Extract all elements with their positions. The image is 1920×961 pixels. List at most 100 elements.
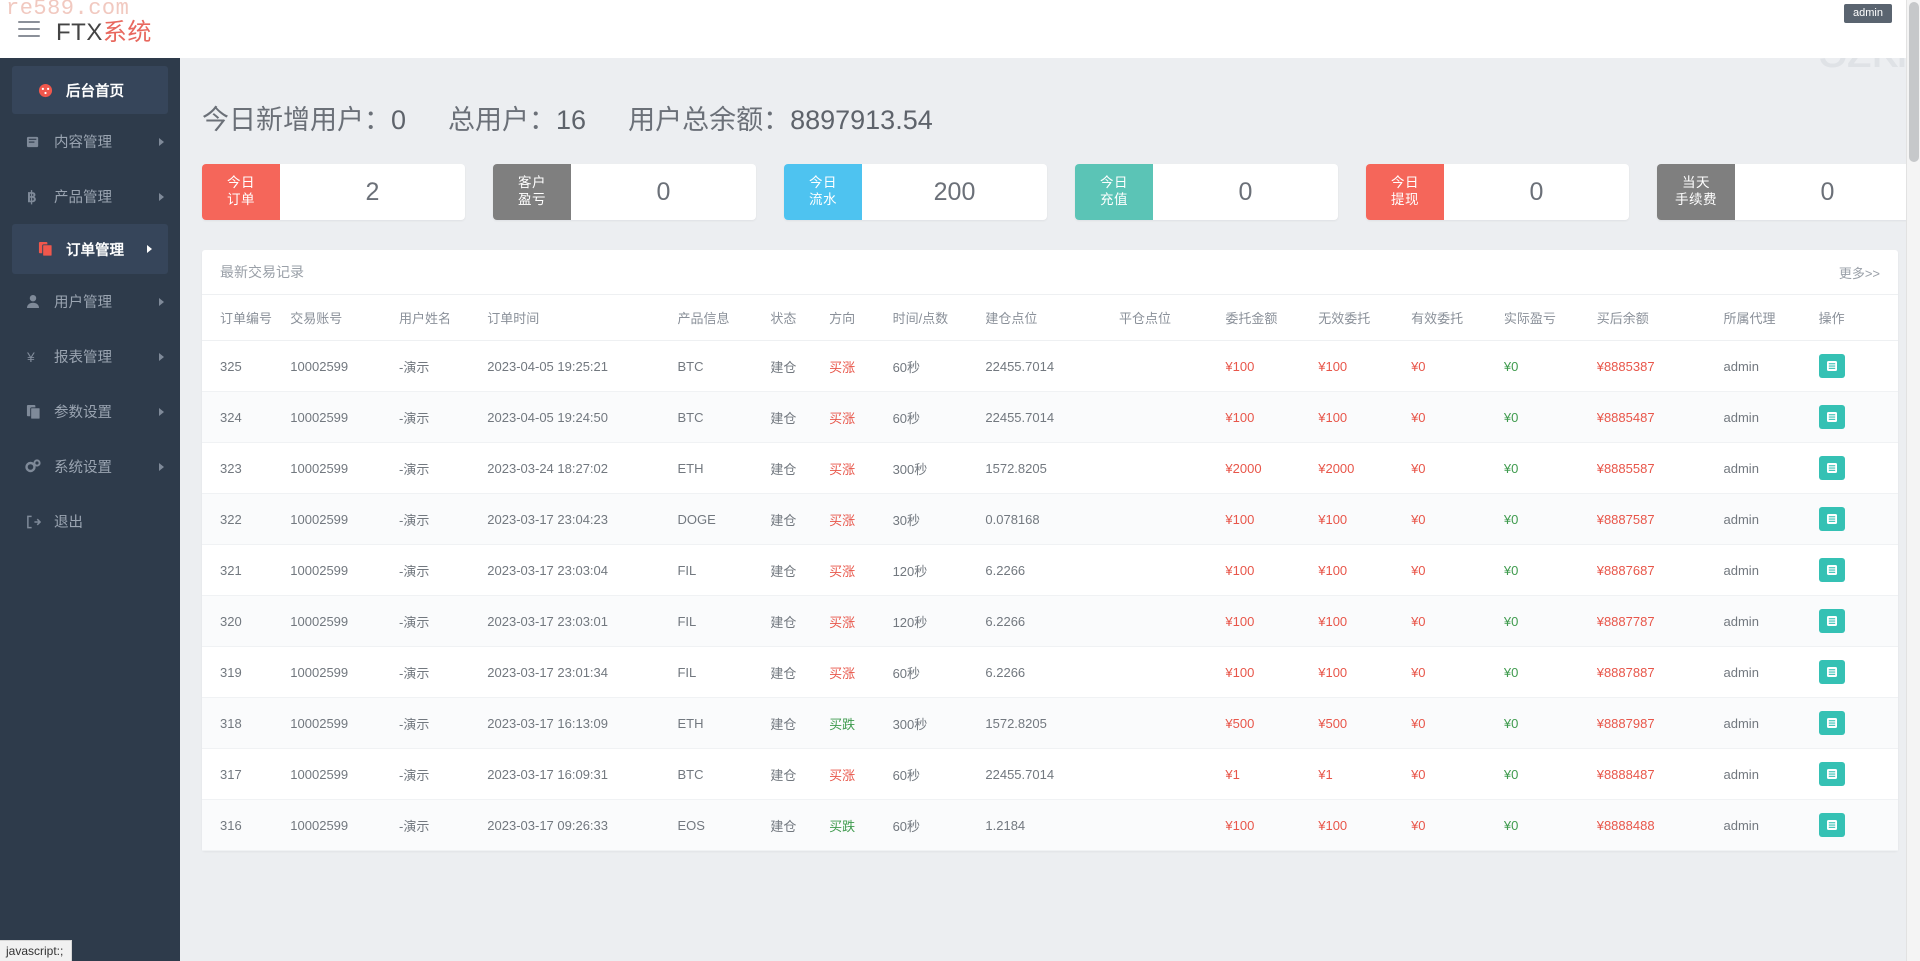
stat-card-label-line1: 今日 bbox=[1391, 175, 1419, 191]
detail-button[interactable] bbox=[1818, 558, 1845, 582]
cell-balance-after: ¥8887987 bbox=[1596, 697, 1724, 749]
cell-entrust-amount: ¥100 bbox=[1225, 340, 1319, 392]
admin-badge[interactable]: admin bbox=[1844, 4, 1892, 24]
cell-actual-profit: ¥0 bbox=[1503, 595, 1597, 647]
sidebar-item-logout[interactable]: 退出 bbox=[0, 494, 180, 549]
logout-icon bbox=[22, 515, 44, 529]
stat-card[interactable]: 今日 充值 0 bbox=[1075, 164, 1338, 220]
detail-button[interactable] bbox=[1818, 609, 1845, 633]
table-column-header: 方向 bbox=[829, 295, 893, 341]
cell-user-name: -演示 bbox=[398, 340, 488, 392]
detail-button[interactable] bbox=[1818, 507, 1845, 531]
table-column-header: 无效委托 bbox=[1318, 295, 1412, 341]
file-copy-icon bbox=[22, 404, 44, 420]
detail-button[interactable] bbox=[1818, 660, 1845, 684]
cell-agent: admin bbox=[1723, 340, 1819, 392]
svg-text:¥: ¥ bbox=[26, 349, 35, 365]
cell-user-name: -演示 bbox=[398, 493, 488, 545]
sidebar-item-label: 后台首页 bbox=[66, 83, 124, 100]
yen-icon: ¥ bbox=[22, 349, 44, 365]
stat-card[interactable]: 当天 手续费 0 bbox=[1657, 164, 1920, 220]
app-brand[interactable]: FTX系统 bbox=[56, 12, 152, 47]
summary-total-balance-value: 8897913.54 bbox=[790, 105, 933, 135]
sidebar-item-order[interactable]: 订单管理 bbox=[12, 224, 168, 274]
cell-product: BTC bbox=[677, 340, 771, 392]
user-icon bbox=[22, 294, 44, 309]
browser-status-bar: javascript:; bbox=[0, 940, 73, 961]
cell-operation bbox=[1818, 799, 1898, 851]
cell-valid-entrust: ¥0 bbox=[1411, 340, 1504, 392]
cell-invalid-entrust: ¥100 bbox=[1318, 646, 1412, 698]
stat-card-label-line1: 今日 bbox=[227, 175, 255, 191]
table-column-header: 用户姓名 bbox=[398, 295, 488, 341]
brand-en: FTX bbox=[56, 18, 103, 46]
top-bar: FTX系统 admin bbox=[0, 0, 1920, 58]
cell-invalid-entrust: ¥2000 bbox=[1318, 442, 1412, 494]
table-row: 321 10002599 -演示 2023-03-17 23:03:04 FIL 建仓 买涨… bbox=[202, 544, 1898, 596]
cell-open-price: 22455.7014 bbox=[985, 340, 1119, 392]
cell-entrust-amount: ¥100 bbox=[1225, 544, 1319, 596]
detail-button[interactable] bbox=[1818, 762, 1845, 786]
cell-agent: admin bbox=[1723, 493, 1819, 545]
cell-trade-account: 10002599 bbox=[290, 748, 399, 800]
sidebar-item-user[interactable]: 用户管理 bbox=[0, 274, 180, 329]
detail-button[interactable] bbox=[1818, 711, 1845, 735]
cell-invalid-entrust: ¥100 bbox=[1318, 544, 1412, 596]
cell-status: 建仓 bbox=[770, 799, 830, 851]
cell-entrust-amount: ¥1 bbox=[1225, 748, 1319, 800]
detail-button[interactable] bbox=[1818, 405, 1845, 429]
cell-trade-account: 10002599 bbox=[290, 646, 399, 698]
summary-total-balance-label: 用户总余额： bbox=[628, 105, 791, 135]
cell-trade-account: 10002599 bbox=[290, 442, 399, 494]
cell-agent: admin bbox=[1723, 646, 1819, 698]
panel-header: 最新交易记录 更多>> bbox=[202, 250, 1898, 295]
sidebar-item-label: 报表管理 bbox=[54, 350, 112, 366]
stat-card[interactable]: 客户 盈亏 0 bbox=[493, 164, 756, 220]
more-link[interactable]: 更多>> bbox=[1838, 265, 1880, 281]
cell-close-price bbox=[1118, 544, 1226, 596]
cell-operation bbox=[1818, 544, 1898, 596]
cell-entrust-amount: ¥100 bbox=[1225, 799, 1319, 851]
latest-transactions-panel: 最新交易记录 更多>> 订单编号 交易账号 用户姓名 订单时间 产品信息 状态 方向 时间/点… bbox=[202, 250, 1898, 851]
stat-card[interactable]: 今日 提现 0 bbox=[1366, 164, 1629, 220]
cell-agent: admin bbox=[1723, 799, 1819, 851]
cell-actual-profit: ¥0 bbox=[1503, 748, 1597, 800]
detail-button[interactable] bbox=[1818, 456, 1845, 480]
cell-actual-profit: ¥0 bbox=[1503, 799, 1597, 851]
sidebar-item-system[interactable]: 系统设置 bbox=[0, 439, 180, 494]
list-icon bbox=[1826, 616, 1837, 626]
sidebar-item-product[interactable]: ฿ 产品管理 bbox=[0, 169, 180, 224]
sidebar-item-params[interactable]: 参数设置 bbox=[0, 384, 180, 439]
cell-close-price bbox=[1118, 799, 1226, 851]
stat-card-label-line1: 今日 bbox=[1100, 175, 1128, 191]
cell-trade-account: 10002599 bbox=[290, 799, 399, 851]
stat-card-value: 0 bbox=[1238, 177, 1253, 206]
cell-agent: admin bbox=[1723, 442, 1819, 494]
sidebar-item-dashboard[interactable]: 后台首页 bbox=[12, 66, 168, 114]
stat-card[interactable]: 今日 流水 200 bbox=[784, 164, 1047, 220]
stat-card-label-line1: 今日 bbox=[809, 175, 837, 191]
chevron-right-icon bbox=[159, 137, 164, 146]
page-scrollbar[interactable] bbox=[1906, 0, 1920, 961]
scrollbar-thumb[interactable] bbox=[1909, 2, 1919, 162]
cell-order-time: 2023-03-17 23:03:01 bbox=[487, 595, 678, 647]
transactions-table: 订单编号 交易账号 用户姓名 订单时间 产品信息 状态 方向 时间/点数 建仓点位 平仓点位 委托金… bbox=[202, 295, 1898, 851]
cell-order-id: 320 bbox=[202, 595, 291, 647]
cell-agent: admin bbox=[1723, 697, 1819, 749]
cell-close-price bbox=[1118, 442, 1226, 494]
cell-order-id: 321 bbox=[202, 544, 291, 596]
detail-button[interactable] bbox=[1818, 813, 1845, 837]
stat-card-label-line2: 订单 bbox=[227, 192, 255, 207]
hamburger-icon[interactable] bbox=[18, 21, 40, 37]
stat-card[interactable]: 今日 订单 2 bbox=[202, 164, 465, 220]
table-column-header: 委托金额 bbox=[1225, 295, 1319, 341]
chevron-right-icon bbox=[159, 297, 164, 306]
cell-agent: admin bbox=[1723, 748, 1819, 800]
sidebar-item-report[interactable]: ¥ 报表管理 bbox=[0, 329, 180, 384]
detail-button[interactable] bbox=[1818, 354, 1845, 378]
chevron-right-icon bbox=[159, 407, 164, 416]
sidebar-item-content[interactable]: 内容管理 bbox=[0, 114, 180, 169]
cell-operation bbox=[1818, 646, 1898, 698]
cell-balance-after: ¥8888488 bbox=[1596, 799, 1724, 851]
cell-duration-points: 120秒 bbox=[892, 595, 986, 647]
